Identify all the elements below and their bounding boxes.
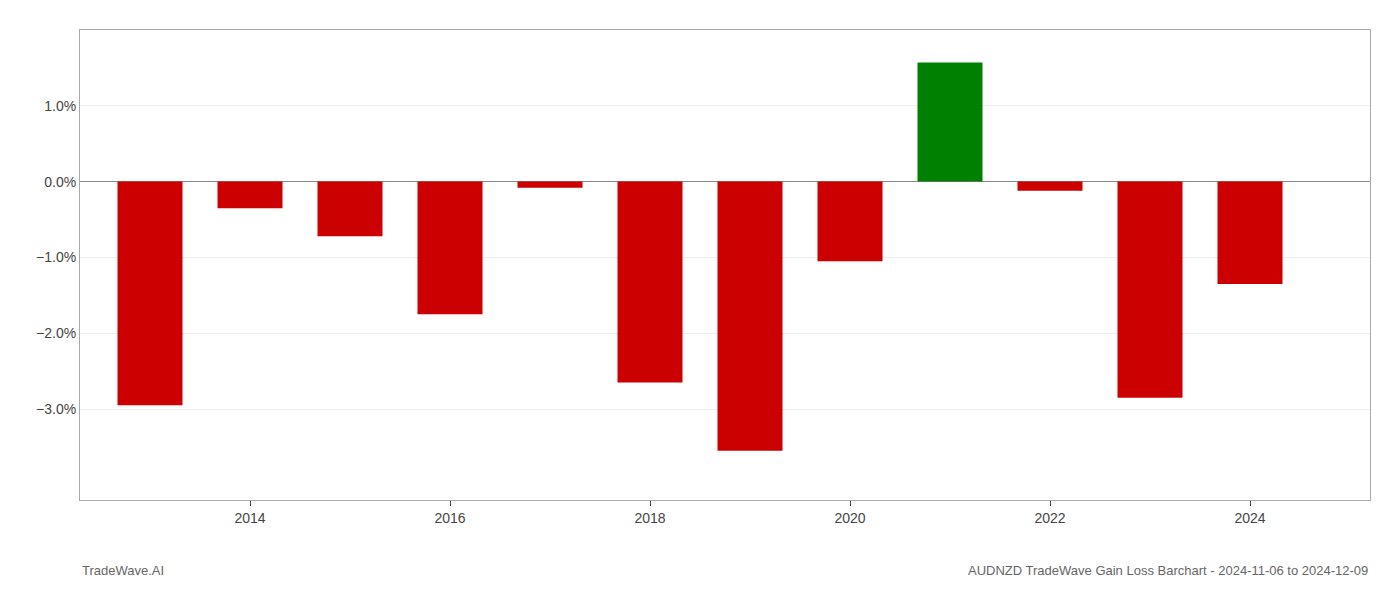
svg-text:AUDNZD TradeWave Gain Loss Bar: AUDNZD TradeWave Gain Loss Barchart - 20… xyxy=(968,563,1368,578)
svg-text:−2.0%: −2.0% xyxy=(36,325,76,341)
svg-text:0.0%: 0.0% xyxy=(44,174,76,190)
svg-text:−3.0%: −3.0% xyxy=(36,401,76,417)
svg-text:2022: 2022 xyxy=(1034,510,1065,526)
svg-text:2018: 2018 xyxy=(634,510,665,526)
svg-text:1.0%: 1.0% xyxy=(44,98,76,114)
svg-text:TradeWave.AI: TradeWave.AI xyxy=(82,563,164,578)
svg-text:2014: 2014 xyxy=(234,510,265,526)
svg-text:2024: 2024 xyxy=(1234,510,1265,526)
svg-text:2020: 2020 xyxy=(834,510,865,526)
svg-text:−1.0%: −1.0% xyxy=(36,249,76,265)
svg-text:2016: 2016 xyxy=(434,510,465,526)
